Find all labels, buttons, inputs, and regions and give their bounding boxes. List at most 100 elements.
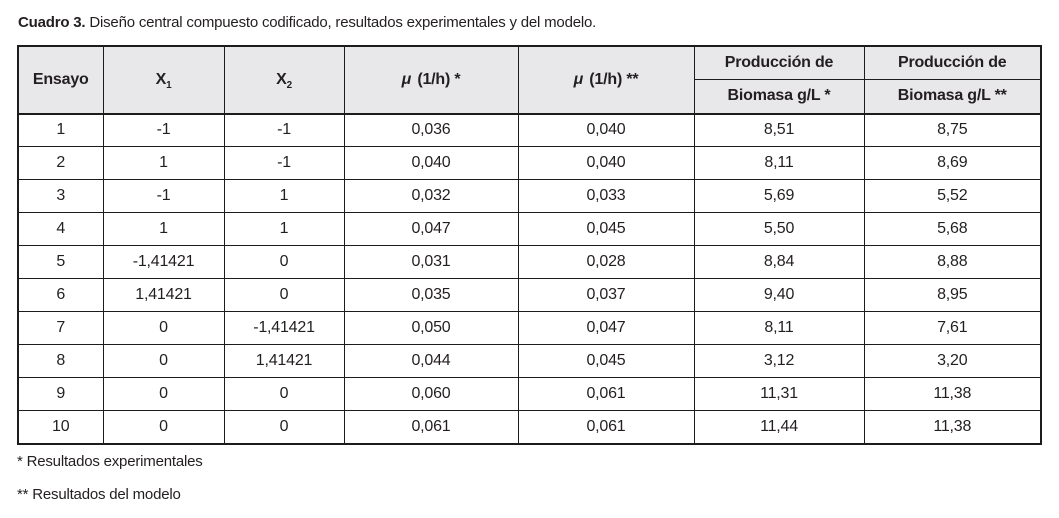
cell: 0,045 bbox=[517, 344, 695, 378]
x1-subscript: 1 bbox=[166, 79, 172, 91]
cell: 1 bbox=[223, 212, 345, 246]
table-row: 5 -1,41421 0 0,031 0,028 8,84 8,88 bbox=[17, 245, 1042, 279]
cell: 8 bbox=[17, 344, 104, 378]
cell: 0,040 bbox=[343, 146, 519, 180]
cell: 0,028 bbox=[517, 245, 695, 279]
cell: 8,51 bbox=[693, 113, 865, 147]
cell: 10 bbox=[17, 410, 104, 444]
cell: 5,68 bbox=[863, 212, 1042, 246]
cell: 9,40 bbox=[693, 278, 865, 312]
cell: 5,50 bbox=[693, 212, 865, 246]
cell: 8,69 bbox=[863, 146, 1042, 180]
caption-text: Diseño central compuesto codificado, res… bbox=[85, 14, 597, 31]
cell: 0 bbox=[102, 311, 225, 345]
col-header-produccion-model-line1: Producción de bbox=[863, 45, 1042, 80]
cell: 0 bbox=[223, 245, 345, 279]
cell: 3 bbox=[17, 179, 104, 213]
cell: 0 bbox=[102, 344, 225, 378]
cell: 0,036 bbox=[343, 113, 519, 147]
col-header-mu-model: μ (1/h) ** bbox=[517, 45, 695, 114]
cell: 1 bbox=[102, 146, 225, 180]
cell: 0,061 bbox=[517, 410, 695, 444]
cell: 1 bbox=[223, 179, 345, 213]
cell: -1 bbox=[223, 113, 345, 147]
header-row-1: Ensayo X1 X2 μ (1/h) * μ (1/h) ** Produc… bbox=[17, 45, 1042, 114]
cell: 8,95 bbox=[863, 278, 1042, 312]
cell: 3,12 bbox=[693, 344, 865, 378]
table-row: 8 0 1,41421 0,044 0,045 3,12 3,20 bbox=[17, 344, 1042, 378]
cell: 1,41421 bbox=[223, 344, 345, 378]
cell: -1,41421 bbox=[223, 311, 345, 345]
cell: 1,41421 bbox=[102, 278, 225, 312]
cell: 0,047 bbox=[517, 311, 695, 345]
cell: 8,11 bbox=[693, 146, 865, 180]
cell: 6 bbox=[17, 278, 104, 312]
cell: 0,050 bbox=[343, 311, 519, 345]
cell: -1 bbox=[102, 113, 225, 147]
cell: 1 bbox=[17, 113, 104, 147]
cell: 7 bbox=[17, 311, 104, 345]
cell: -1,41421 bbox=[102, 245, 225, 279]
cell: 0,033 bbox=[517, 179, 695, 213]
table-row: 4 1 1 0,047 0,045 5,50 5,68 bbox=[17, 212, 1042, 246]
cell: 8,11 bbox=[693, 311, 865, 345]
cell: 0 bbox=[223, 278, 345, 312]
cell: 3,20 bbox=[863, 344, 1042, 378]
cell: 0,040 bbox=[517, 113, 695, 147]
mu-units: (1/h) ** bbox=[585, 70, 639, 88]
cell: 2 bbox=[17, 146, 104, 180]
col-header-x1: X1 bbox=[102, 45, 225, 114]
col-header-produccion-experimental-line2: Biomasa g/L * bbox=[693, 79, 865, 114]
cell: 8,75 bbox=[863, 113, 1042, 147]
cell: 0,060 bbox=[343, 377, 519, 411]
cell: 0 bbox=[102, 377, 225, 411]
mu-symbol: μ bbox=[401, 70, 412, 88]
table-row: 3 -1 1 0,032 0,033 5,69 5,52 bbox=[17, 179, 1042, 213]
cell: 0,061 bbox=[343, 410, 519, 444]
cell: 0,037 bbox=[517, 278, 695, 312]
cell: 0,047 bbox=[343, 212, 519, 246]
cell: 4 bbox=[17, 212, 104, 246]
cell: 0 bbox=[102, 410, 225, 444]
col-header-produccion-model-line2: Biomasa g/L ** bbox=[863, 79, 1042, 114]
cell: 0,040 bbox=[517, 146, 695, 180]
table-row: 6 1,41421 0 0,035 0,037 9,40 8,95 bbox=[17, 278, 1042, 312]
footnote-experimental: * Resultados experimentales bbox=[17, 452, 203, 470]
cell: 11,38 bbox=[863, 377, 1042, 411]
table-row: 7 0 -1,41421 0,050 0,047 8,11 7,61 bbox=[17, 311, 1042, 345]
data-table: Ensayo X1 X2 μ (1/h) * μ (1/h) ** Produc… bbox=[17, 44, 1042, 445]
cell: 0 bbox=[223, 410, 345, 444]
cell: 11,38 bbox=[863, 410, 1042, 444]
cell: 8,84 bbox=[693, 245, 865, 279]
cell: 5,52 bbox=[863, 179, 1042, 213]
col-header-x2: X2 bbox=[223, 45, 345, 114]
table-caption: Cuadro 3. Diseño central compuesto codif… bbox=[0, 0, 1059, 45]
caption-label: Cuadro 3. bbox=[18, 14, 86, 31]
cell: -1 bbox=[102, 179, 225, 213]
x1-base: X bbox=[155, 70, 167, 88]
cell: 0,035 bbox=[343, 278, 519, 312]
cell: 0,044 bbox=[343, 344, 519, 378]
cell: 11,31 bbox=[693, 377, 865, 411]
cell: 0,031 bbox=[343, 245, 519, 279]
table-row: 1 -1 -1 0,036 0,040 8,51 8,75 bbox=[17, 113, 1042, 147]
cell: 5,69 bbox=[693, 179, 865, 213]
footnote-model: ** Resultados del modelo bbox=[17, 485, 181, 503]
col-header-produccion-experimental-line1: Producción de bbox=[693, 45, 865, 80]
x2-base: X bbox=[276, 70, 287, 88]
cell: 8,88 bbox=[863, 245, 1042, 279]
table-body: 1 -1 -1 0,036 0,040 8,51 8,75 2 1 -1 0,040 0,040 8,1… bbox=[17, 113, 1042, 444]
table-row: 10 0 0 0,061 0,061 11,44 11,38 bbox=[17, 410, 1042, 444]
x2-subscript: 2 bbox=[286, 79, 293, 91]
table-header: Ensayo X1 X2 μ (1/h) * μ (1/h) ** Produc… bbox=[17, 45, 1042, 114]
cell: 0,032 bbox=[343, 179, 519, 213]
table-row: 2 1 -1 0,040 0,040 8,11 8,69 bbox=[17, 146, 1042, 180]
mu-symbol: μ bbox=[573, 70, 584, 88]
cell: 0,045 bbox=[517, 212, 695, 246]
cell: 7,61 bbox=[863, 311, 1042, 345]
mu-units: (1/h) * bbox=[413, 70, 461, 88]
cell: 5 bbox=[17, 245, 104, 279]
cell: 0,061 bbox=[517, 377, 695, 411]
col-header-mu-experimental: μ (1/h) * bbox=[343, 45, 519, 114]
